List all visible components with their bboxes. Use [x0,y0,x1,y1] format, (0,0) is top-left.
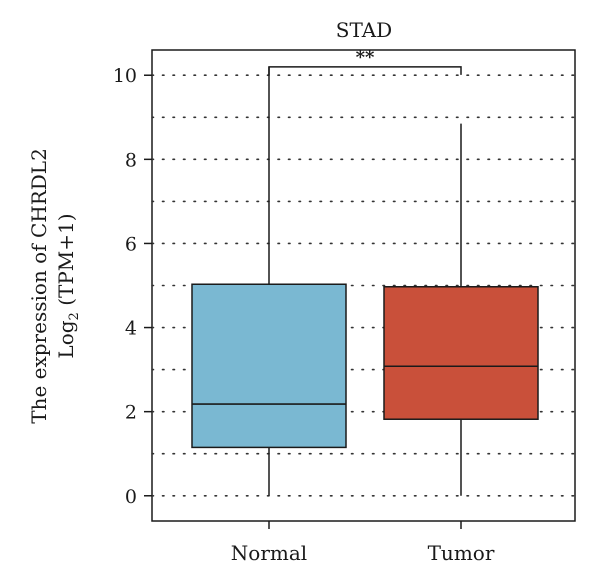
x-tick-label: Tumor [428,541,495,565]
y-axis-label-unit: (TPM+1) [54,213,78,312]
boxes [191,66,539,496]
y-tick-label: 2 [125,402,137,424]
y-axis-label-subscript: 2 [67,312,82,320]
grid-lines [151,74,576,497]
bracket-line [268,66,462,75]
x-axis: Normal Tumor [231,521,495,565]
box-body [383,286,539,420]
y-tick-label: 8 [125,149,137,171]
y-axis: 0 2 4 6 8 10 [113,65,152,508]
chart-title: STAD [336,18,392,42]
y-tick-label: 0 [125,486,137,508]
box-body [191,283,347,449]
significance-label: ** [356,47,375,68]
x-tick-label: Normal [231,541,307,565]
y-axis-label-line1: The expression of CHRDL2 [27,148,51,424]
significance-bracket: ** [268,47,462,75]
y-axis-label-log: Log [54,320,78,358]
y-tick-label: 10 [113,65,137,87]
y-axis-label-line2: Log2 (TPM+1) [54,213,82,358]
box-tumor [383,123,539,496]
y-tick-label: 4 [125,318,137,340]
y-tick-label: 6 [125,233,137,255]
box-normal [191,66,347,496]
y-axis-label: The expression of CHRDL2 Log2 (TPM+1) [27,148,82,424]
